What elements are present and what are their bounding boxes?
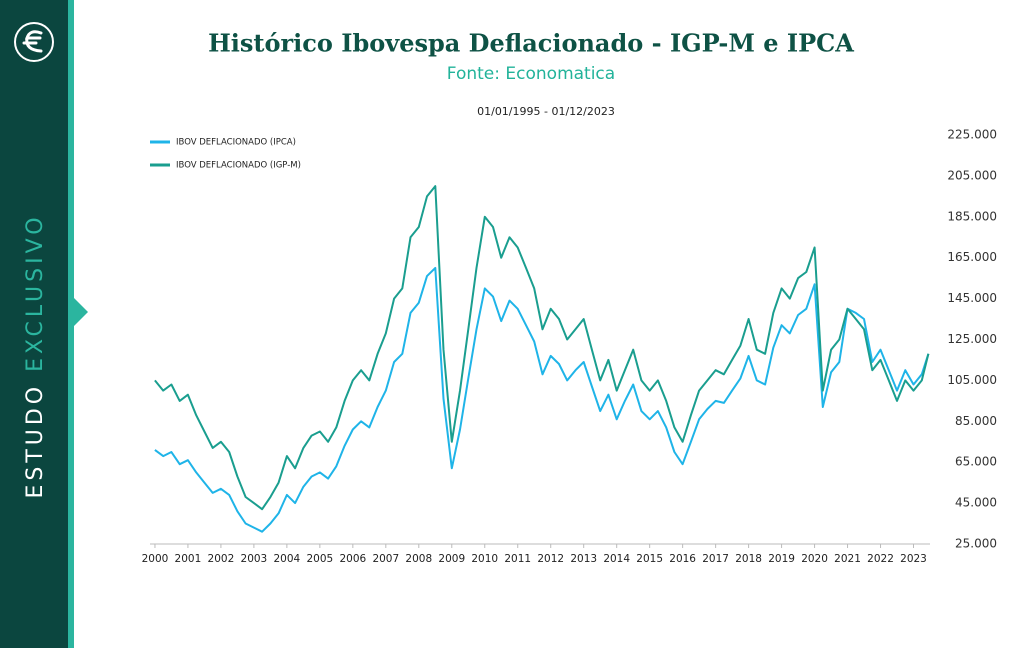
x-tick-label: 2016 bbox=[669, 553, 696, 565]
x-tick-label: 2019 bbox=[768, 553, 795, 565]
x-tick-label: 2010 bbox=[471, 553, 498, 565]
period-label: 01/01/1995 - 01/12/2023 bbox=[477, 105, 615, 118]
series-line bbox=[154, 266, 930, 533]
legend-label: IBOV DEFLACIONADO (IPCA) bbox=[176, 138, 296, 148]
x-tick-label: 2009 bbox=[438, 553, 465, 565]
x-tick-label: 2013 bbox=[570, 553, 597, 565]
sidebar-arrow bbox=[74, 298, 88, 326]
x-tick-label: 2008 bbox=[405, 553, 432, 565]
x-tick-label: 2004 bbox=[274, 553, 301, 565]
x-tick-label: 2003 bbox=[241, 553, 268, 565]
x-tick-label: 2005 bbox=[306, 553, 333, 565]
sidebar bbox=[0, 0, 68, 648]
y-tick-label: 45.000 bbox=[955, 496, 997, 510]
y-tick-label: 165.000 bbox=[947, 250, 997, 264]
x-tick-label: 2006 bbox=[339, 553, 366, 565]
x-tick-label: 2022 bbox=[867, 553, 894, 565]
sidebar-word: ESTUDO bbox=[23, 383, 48, 499]
y-tick-label: 205.000 bbox=[947, 168, 997, 182]
x-tick-label: 2023 bbox=[900, 553, 927, 565]
x-tick-label: 2012 bbox=[537, 553, 564, 565]
x-tick-label: 2011 bbox=[504, 553, 531, 565]
x-tick-label: 2018 bbox=[735, 553, 762, 565]
y-tick-label: 125.000 bbox=[947, 332, 997, 346]
chart-title: Histórico Ibovespa Deflacionado - IGP-M … bbox=[208, 29, 854, 58]
x-tick-label: 2002 bbox=[208, 553, 235, 565]
x-tick-label: 2001 bbox=[175, 553, 202, 565]
x-tick-label: 2007 bbox=[372, 553, 399, 565]
y-tick-label: 225.000 bbox=[947, 128, 997, 142]
sidebar-word: EXCLUSIVO bbox=[23, 213, 48, 371]
legend-label: IBOV DEFLACIONADO (IGP-M) bbox=[176, 161, 301, 171]
series-line bbox=[154, 185, 930, 511]
sidebar-stripe bbox=[68, 0, 74, 648]
x-tick-label: 2021 bbox=[834, 553, 861, 565]
y-tick-label: 25.000 bbox=[955, 537, 997, 551]
y-tick-label: 145.000 bbox=[947, 291, 997, 305]
y-tick-label: 105.000 bbox=[947, 373, 997, 387]
x-tick-label: 2000 bbox=[142, 553, 169, 565]
chart-subtitle: Fonte: Economatica bbox=[447, 64, 615, 84]
x-tick-label: 2017 bbox=[702, 553, 729, 565]
y-tick-label: 185.000 bbox=[947, 209, 997, 223]
y-tick-label: 85.000 bbox=[955, 414, 997, 428]
y-tick-label: 65.000 bbox=[955, 455, 997, 469]
sidebar-label: ESTUDO EXCLUSIVO bbox=[23, 213, 48, 498]
x-tick-label: 2020 bbox=[801, 553, 828, 565]
x-tick-label: 2015 bbox=[636, 553, 663, 565]
logo bbox=[14, 22, 54, 62]
x-tick-label: 2014 bbox=[603, 553, 630, 565]
